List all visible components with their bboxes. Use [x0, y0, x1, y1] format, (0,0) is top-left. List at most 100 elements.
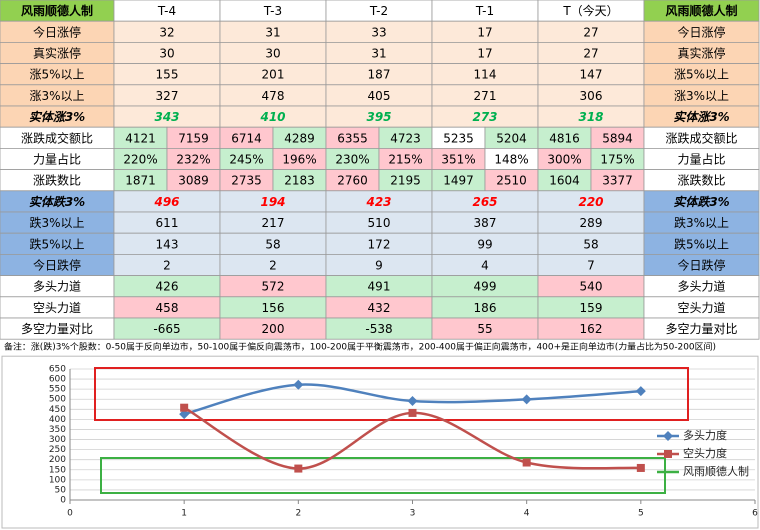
cell-text: 涨5%以上	[29, 67, 84, 82]
cell-text: 572	[262, 280, 285, 294]
cell-text: 5204	[496, 131, 527, 145]
cell-text: 114	[474, 68, 497, 82]
cell-text: 跌3%以上	[674, 215, 729, 230]
x-tick-label: 2	[295, 509, 301, 519]
cell-text: 2	[269, 259, 277, 273]
cell-text: -538	[365, 322, 392, 336]
y-tick-label: 0	[60, 496, 66, 506]
cell-text: 540	[580, 280, 603, 294]
cell-text: 空头力道	[33, 301, 81, 315]
cell-text: 30	[159, 47, 174, 61]
cell-text: 7	[587, 259, 595, 273]
cell-text: 395	[366, 110, 391, 124]
marker	[180, 403, 189, 412]
cell-text: 426	[156, 280, 179, 294]
x-tick-label: 0	[67, 509, 73, 519]
y-tick-label: 450	[49, 405, 66, 415]
cell-text: 432	[368, 301, 391, 315]
y-tick-label: 150	[49, 465, 66, 475]
cell-text: 跌5%以上	[29, 236, 84, 251]
cell-text: 4723	[390, 131, 421, 145]
marker	[522, 458, 531, 467]
cell-text: 3089	[178, 174, 209, 188]
marker	[408, 408, 417, 417]
cell-text: 230%	[335, 153, 369, 167]
cell-text: 27	[583, 25, 598, 39]
cell-text: 159	[580, 301, 603, 315]
cell-text: 306	[580, 89, 603, 103]
cell-text: 多空力量对比	[21, 322, 93, 336]
cell-text: 194	[260, 195, 285, 209]
cell-text: 2735	[231, 174, 262, 188]
cell-text: 2760	[337, 174, 368, 188]
y-tick-label: 350	[49, 425, 66, 435]
cell-text: 力量占比	[33, 152, 81, 167]
cell-text: 实体跌3%	[673, 195, 729, 209]
cell-text: 跌5%以上	[674, 236, 729, 251]
cell-text: 涨3%以上	[674, 88, 729, 103]
legend-marker	[664, 450, 672, 458]
cell-text: 涨跌成交额比	[21, 130, 93, 145]
cell-text: T-4	[157, 4, 176, 18]
y-tick-label: 400	[49, 415, 66, 425]
lower-box	[100, 457, 666, 494]
cell-text: 跌3%以上	[29, 215, 84, 230]
note: 备注：涨(跌)3%个股数：0-50属于反向单边市，50-100属于偏反向震荡市，…	[4, 342, 716, 353]
legend-label: 多头力度	[683, 428, 727, 442]
legend-label: 风雨顺德人制	[683, 464, 749, 478]
upper-box	[94, 367, 689, 421]
cell-text: 289	[580, 216, 603, 230]
cell-text: 327	[156, 89, 179, 103]
cell-text: 1604	[549, 174, 580, 188]
cell-text: 175%	[600, 153, 634, 167]
cell-text: 涨3%以上	[29, 88, 84, 103]
legend-marker	[663, 431, 673, 441]
cell-text: 真实涨停	[677, 46, 725, 61]
cell-text: 空头力道	[677, 301, 725, 315]
cell-text: 491	[368, 280, 391, 294]
x-tick-label: 4	[524, 509, 530, 519]
cell-text: 30	[265, 47, 280, 61]
cell-text: 涨跌数比	[677, 173, 725, 188]
cell-text: 2183	[284, 174, 315, 188]
marker	[407, 396, 418, 407]
cell-text: 32	[159, 25, 174, 39]
cell-text: 4121	[125, 131, 156, 145]
y-tick-label: 650	[49, 365, 66, 375]
x-tick-label: 5	[638, 509, 644, 519]
cell-text: 499	[474, 280, 497, 294]
cell-text: 156	[262, 301, 285, 315]
cell-text: 17	[477, 25, 492, 39]
cell-text: 涨跌数比	[33, 173, 81, 188]
cell-text: 9	[375, 259, 383, 273]
marker	[635, 386, 646, 397]
cell-text: 风雨顺德人制	[21, 3, 93, 18]
cell-text: 2510	[496, 174, 527, 188]
cell-text: 318	[578, 110, 603, 124]
cell-text: 31	[371, 47, 386, 61]
cell-text: 510	[368, 216, 391, 230]
table-cell	[643, 317, 760, 340]
cell-text: 187	[368, 68, 391, 82]
cell-text: 实体涨3%	[29, 110, 85, 124]
cell-text: 2	[163, 259, 171, 273]
cell-text: 5894	[602, 131, 633, 145]
cell-text: 3377	[602, 174, 633, 188]
cell-text: 4289	[284, 131, 315, 145]
cell-text: T-1	[475, 4, 494, 18]
cell-text: 多头力道	[677, 280, 725, 294]
cell-text: 今日涨停	[677, 24, 725, 39]
cell-text: -665	[153, 322, 180, 336]
cell-text: 实体涨3%	[673, 110, 729, 124]
marker	[294, 464, 303, 473]
cell-text: 423	[365, 195, 391, 209]
cell-text: 186	[474, 301, 497, 315]
y-tick-label: 50	[55, 485, 67, 495]
cell-text: 今日涨停	[33, 24, 81, 39]
cell-text: 真实涨停	[33, 46, 81, 61]
cell-text: 343	[154, 110, 179, 124]
cell-text: 217	[262, 216, 285, 230]
cell-text: 155	[156, 68, 179, 82]
chart-frame	[1, 355, 759, 529]
cell-text: 27	[583, 47, 598, 61]
